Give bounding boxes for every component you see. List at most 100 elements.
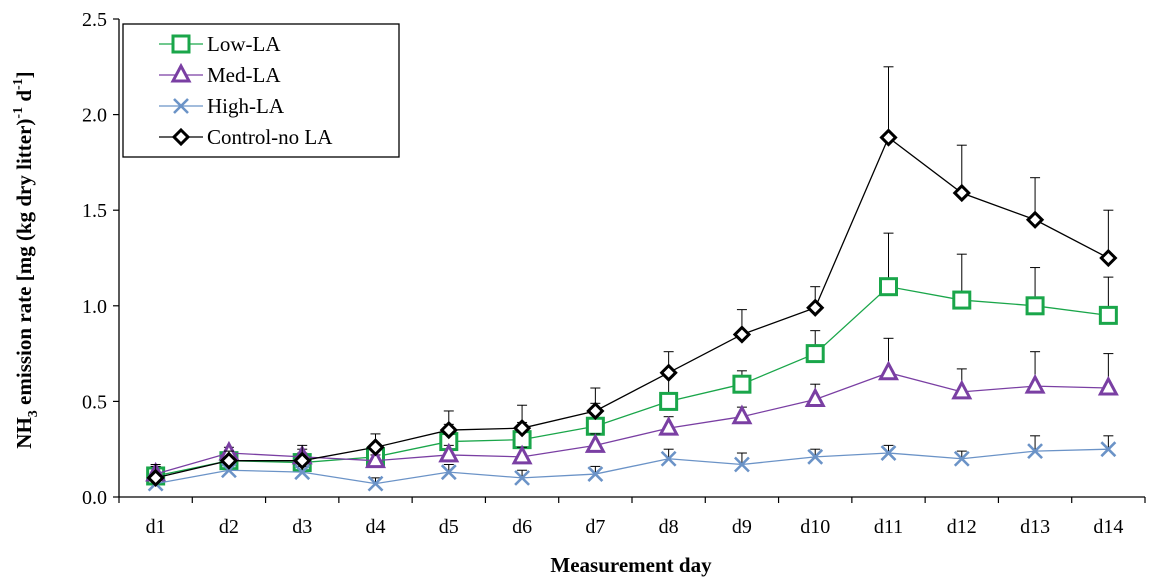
data-point — [365, 448, 386, 469]
legend-box — [122, 23, 400, 158]
data-point — [659, 391, 679, 411]
y-tick-label: 0.0 — [82, 487, 107, 509]
y-tick-label: 2.5 — [82, 9, 107, 31]
series-line — [155, 285, 1109, 477]
series-control-no-la — [146, 66, 1118, 488]
data-point — [511, 444, 533, 465]
data-point — [1024, 373, 1046, 394]
data-point — [734, 456, 750, 473]
x-tick-label: d12 — [947, 516, 977, 538]
data-point — [221, 462, 237, 479]
data-point — [1027, 443, 1043, 460]
data-point — [219, 451, 239, 470]
marker-stroke — [440, 464, 457, 481]
series-line — [155, 136, 1109, 479]
error-bar — [1030, 435, 1041, 452]
data-point — [293, 451, 312, 470]
data-point — [879, 277, 898, 297]
legend-item: High-LA — [159, 94, 285, 118]
x-tick-label: d8 — [659, 516, 679, 538]
marker-stroke — [734, 456, 750, 473]
x-tick-label: d7 — [585, 516, 605, 538]
data-point — [807, 448, 824, 465]
legend-label: Low-LA — [207, 32, 281, 56]
data-point — [953, 450, 970, 467]
data-point — [1098, 305, 1118, 325]
y-tick-label: 1.0 — [82, 296, 107, 318]
legend-marker — [170, 62, 192, 83]
data-point — [658, 415, 680, 436]
legend-marker — [173, 98, 189, 114]
data-point — [1099, 248, 1118, 268]
x-tick-label: d4 — [366, 516, 386, 538]
data-point — [879, 128, 898, 147]
x-tick-label: d13 — [1020, 516, 1050, 538]
error-bar — [1103, 435, 1114, 450]
legend: Low-LA Med-LA High-LA Control-no LA — [122, 23, 400, 158]
data-point — [732, 325, 752, 344]
legend-label: Med-LA — [207, 63, 281, 87]
marker-stroke — [880, 445, 897, 461]
x-tick-label: d10 — [800, 516, 830, 538]
x-tick-label: d11 — [874, 516, 903, 538]
marker-stroke — [367, 475, 384, 492]
x-tick-label: d1 — [146, 516, 166, 538]
data-point — [146, 468, 165, 488]
marker-stroke — [660, 450, 677, 467]
legend-marker — [171, 34, 191, 54]
marker-stroke — [173, 98, 189, 114]
data-point — [514, 469, 530, 486]
data-point — [731, 404, 753, 425]
series-line — [155, 372, 1109, 475]
data-point — [1025, 296, 1045, 316]
y-tick-label: 1.5 — [82, 200, 107, 222]
legend-marker — [171, 127, 191, 147]
x-tick-label: d2 — [219, 516, 239, 538]
data-point — [878, 360, 899, 381]
data-point — [366, 438, 385, 457]
legend-label: High-LA — [207, 94, 285, 118]
data-point — [512, 419, 532, 438]
data-point — [1100, 441, 1117, 458]
data-point — [804, 387, 826, 407]
data-point — [952, 290, 972, 310]
data-point — [952, 183, 971, 203]
data-point — [438, 442, 460, 463]
legend-item: Med-LA — [159, 62, 281, 87]
x-tick-label: d14 — [1093, 516, 1123, 538]
data-point — [880, 445, 897, 461]
series-low-la — [146, 232, 1118, 486]
data-point — [732, 374, 752, 394]
data-point — [659, 363, 678, 382]
marker-stroke — [514, 469, 530, 486]
data-point — [951, 379, 973, 400]
marker-stroke — [1100, 441, 1117, 458]
data-point — [440, 464, 457, 481]
data-point — [367, 475, 384, 492]
legend-item: Low-LA — [159, 32, 281, 56]
marker-stroke — [807, 448, 824, 465]
marker-stroke — [1027, 443, 1043, 460]
data-point — [805, 344, 825, 364]
y-axis-title-group: NH3 emission rate [mg (kg dry litter)-1 … — [11, 71, 41, 448]
series-line — [155, 448, 1109, 485]
data-point — [294, 464, 311, 481]
y-tick-label: 2.0 — [82, 105, 107, 127]
x-axis-title: Measurement day — [550, 553, 712, 577]
data-point — [587, 466, 604, 482]
error-bar — [883, 66, 894, 138]
axes: 0.0 0.5 1.0 1.5 2.0 2.5 d1 d2 d3 d4 d5 d6 d7 d8 d9 d10 d… — [82, 9, 1146, 538]
marker-stroke — [587, 466, 604, 482]
data-point — [1097, 375, 1119, 396]
y-tick-label: 0.5 — [82, 391, 107, 413]
data-point — [585, 416, 605, 436]
legend-label: Control-no LA — [207, 125, 333, 149]
data-point — [660, 450, 677, 467]
error-bar — [736, 452, 747, 465]
data-point — [584, 433, 606, 453]
marker-stroke — [294, 464, 311, 481]
data-point — [1025, 210, 1045, 229]
y-axis-title: NH3 emission rate [mg (kg dry litter)-1 … — [11, 71, 41, 448]
series-high-la — [147, 435, 1117, 492]
legend-item: Control-no LA — [159, 125, 333, 149]
